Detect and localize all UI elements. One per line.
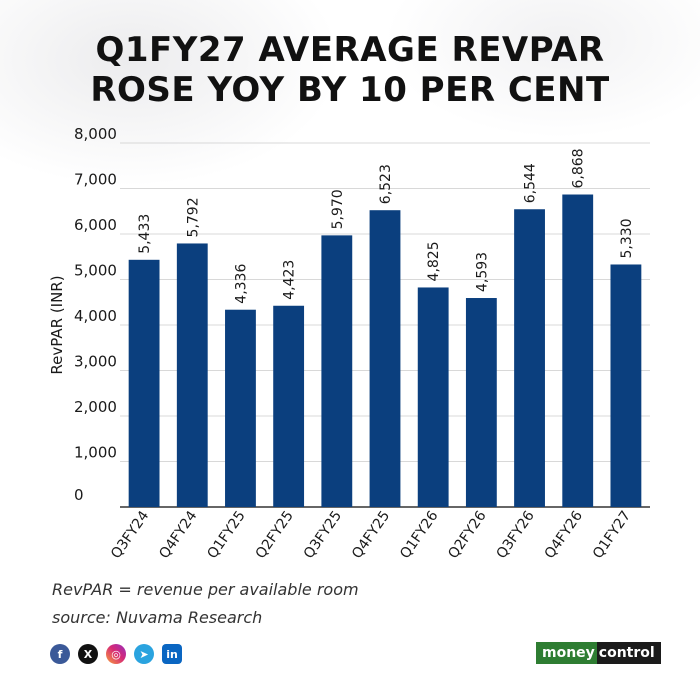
- bar-value-label: 6,868: [571, 148, 587, 188]
- bar-value-label: 5,792: [185, 197, 201, 237]
- y-tick-label: 4,000: [74, 307, 117, 325]
- y-tick-label: 5,000: [74, 262, 117, 280]
- bar-value-label: 4,423: [282, 260, 298, 300]
- bar-value-label: 6,523: [378, 164, 394, 204]
- x-tick-label: Q1FY26: [397, 508, 441, 562]
- y-tick-label: 6,000: [74, 216, 117, 234]
- y-tick-label: 2,000: [74, 398, 117, 416]
- bar-value-label: 5,970: [330, 189, 346, 229]
- x-icon[interactable]: X: [78, 644, 98, 664]
- title-line-2: ROSE YOY BY 10 PER CENT: [90, 70, 610, 110]
- bar: [562, 194, 594, 508]
- x-tick-label: Q3FY25: [301, 508, 345, 562]
- y-tick-label: 7,000: [74, 171, 117, 189]
- title-line-1: Q1FY27 AVERAGE REVPAR: [95, 30, 605, 70]
- x-tick-label: Q3FY26: [494, 508, 538, 562]
- x-tick-label: Q4FY24: [156, 508, 200, 562]
- x-tick-label: Q4FY25: [349, 508, 393, 562]
- x-tick-label: Q2FY25: [253, 508, 297, 562]
- bar-value-label: 4,593: [474, 252, 490, 292]
- bar: [417, 287, 449, 507]
- logo-part-money: money: [536, 642, 597, 664]
- bar: [128, 259, 160, 507]
- logo-part-control: control: [596, 642, 661, 664]
- y-tick-label: 8,000: [74, 125, 117, 143]
- x-tick-label: Q3FY24: [108, 508, 152, 562]
- social-links: f X ◎ ➤ in: [50, 644, 182, 664]
- bar: [514, 209, 545, 508]
- bar: [321, 235, 353, 508]
- bar: [273, 305, 305, 507]
- x-tick-label: Q1FY27: [590, 508, 634, 562]
- linkedin-icon[interactable]: in: [162, 644, 182, 664]
- bar-value-label: 4,336: [233, 264, 249, 304]
- telegram-icon[interactable]: ➤: [134, 644, 154, 664]
- footnote-definition: RevPAR = revenue per available room: [52, 580, 359, 599]
- moneycontrol-logo: money control: [536, 642, 661, 664]
- x-tick-label: Q1FY25: [204, 508, 248, 562]
- y-axis-label: RevPAR (INR): [48, 275, 66, 374]
- bar: [369, 210, 401, 508]
- y-tick-label: 1,000: [74, 444, 117, 462]
- chart-title: Q1FY27 AVERAGE REVPAR ROSE YOY BY 10 PER…: [0, 30, 700, 110]
- facebook-icon[interactable]: f: [50, 644, 70, 664]
- bar-value-label: 5,433: [137, 214, 153, 254]
- x-tick-label: Q4FY26: [542, 508, 586, 562]
- x-tick-label: Q2FY26: [445, 508, 489, 562]
- footnote-source: source: Nuvama Research: [52, 608, 263, 627]
- bar-value-label: 5,330: [619, 218, 635, 258]
- bar-value-label: 4,825: [426, 241, 442, 281]
- instagram-icon[interactable]: ◎: [106, 644, 126, 664]
- bar-value-label: 6,544: [523, 163, 539, 203]
- bar: [610, 264, 642, 507]
- bar: [176, 243, 208, 508]
- bar: [465, 298, 497, 507]
- bar: [225, 309, 256, 507]
- y-tick-label: 0: [74, 486, 84, 504]
- y-tick-label: 3,000: [74, 353, 117, 371]
